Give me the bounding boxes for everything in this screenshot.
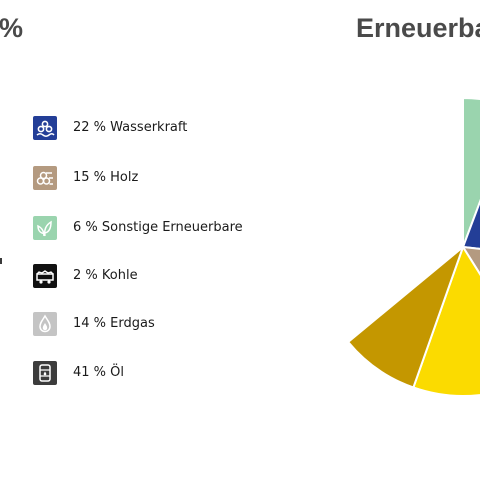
legend-item-wasserkraft: 22 % Wasserkraft xyxy=(33,116,293,144)
page-title-fragment-left: 3% xyxy=(0,13,24,43)
legend-label: 14 % Erdgas xyxy=(73,316,155,331)
legend-label: 41 % Öl xyxy=(73,365,125,380)
coal-cart-icon xyxy=(33,264,57,288)
legend-item-oel: 41 % Öl xyxy=(33,361,293,389)
legend-item-holz: 15 % Holz xyxy=(33,166,293,194)
legend-label: 22 % Wasserkraft xyxy=(73,120,188,135)
leaf-icon xyxy=(33,216,57,240)
legend-item-sonstige-erneuerbare: 6 % Sonstige Erneuerbare xyxy=(33,216,293,244)
legend-item-erdgas: 14 % Erdgas xyxy=(33,312,293,340)
pie-slice-0 xyxy=(462,96,480,248)
legend-label: 2 % Kohle xyxy=(73,268,138,283)
pie-slice-4 xyxy=(346,243,466,389)
pie-slices xyxy=(346,96,480,397)
legend-label: 6 % Sonstige Erneuerbare xyxy=(73,220,243,235)
oil-barrel-icon xyxy=(33,361,57,385)
gas-flame-icon xyxy=(33,312,57,336)
chart-title: Erneuerbar xyxy=(356,13,480,43)
pie-slice-3 xyxy=(412,244,480,397)
pie-slice-1 xyxy=(461,199,480,250)
cropped-edge-marker xyxy=(0,258,2,264)
wood-logs-icon xyxy=(33,166,57,190)
hydro-icon xyxy=(33,116,57,140)
legend-item-kohle: 2 % Kohle xyxy=(33,264,293,292)
legend-label: 15 % Holz xyxy=(73,170,139,185)
